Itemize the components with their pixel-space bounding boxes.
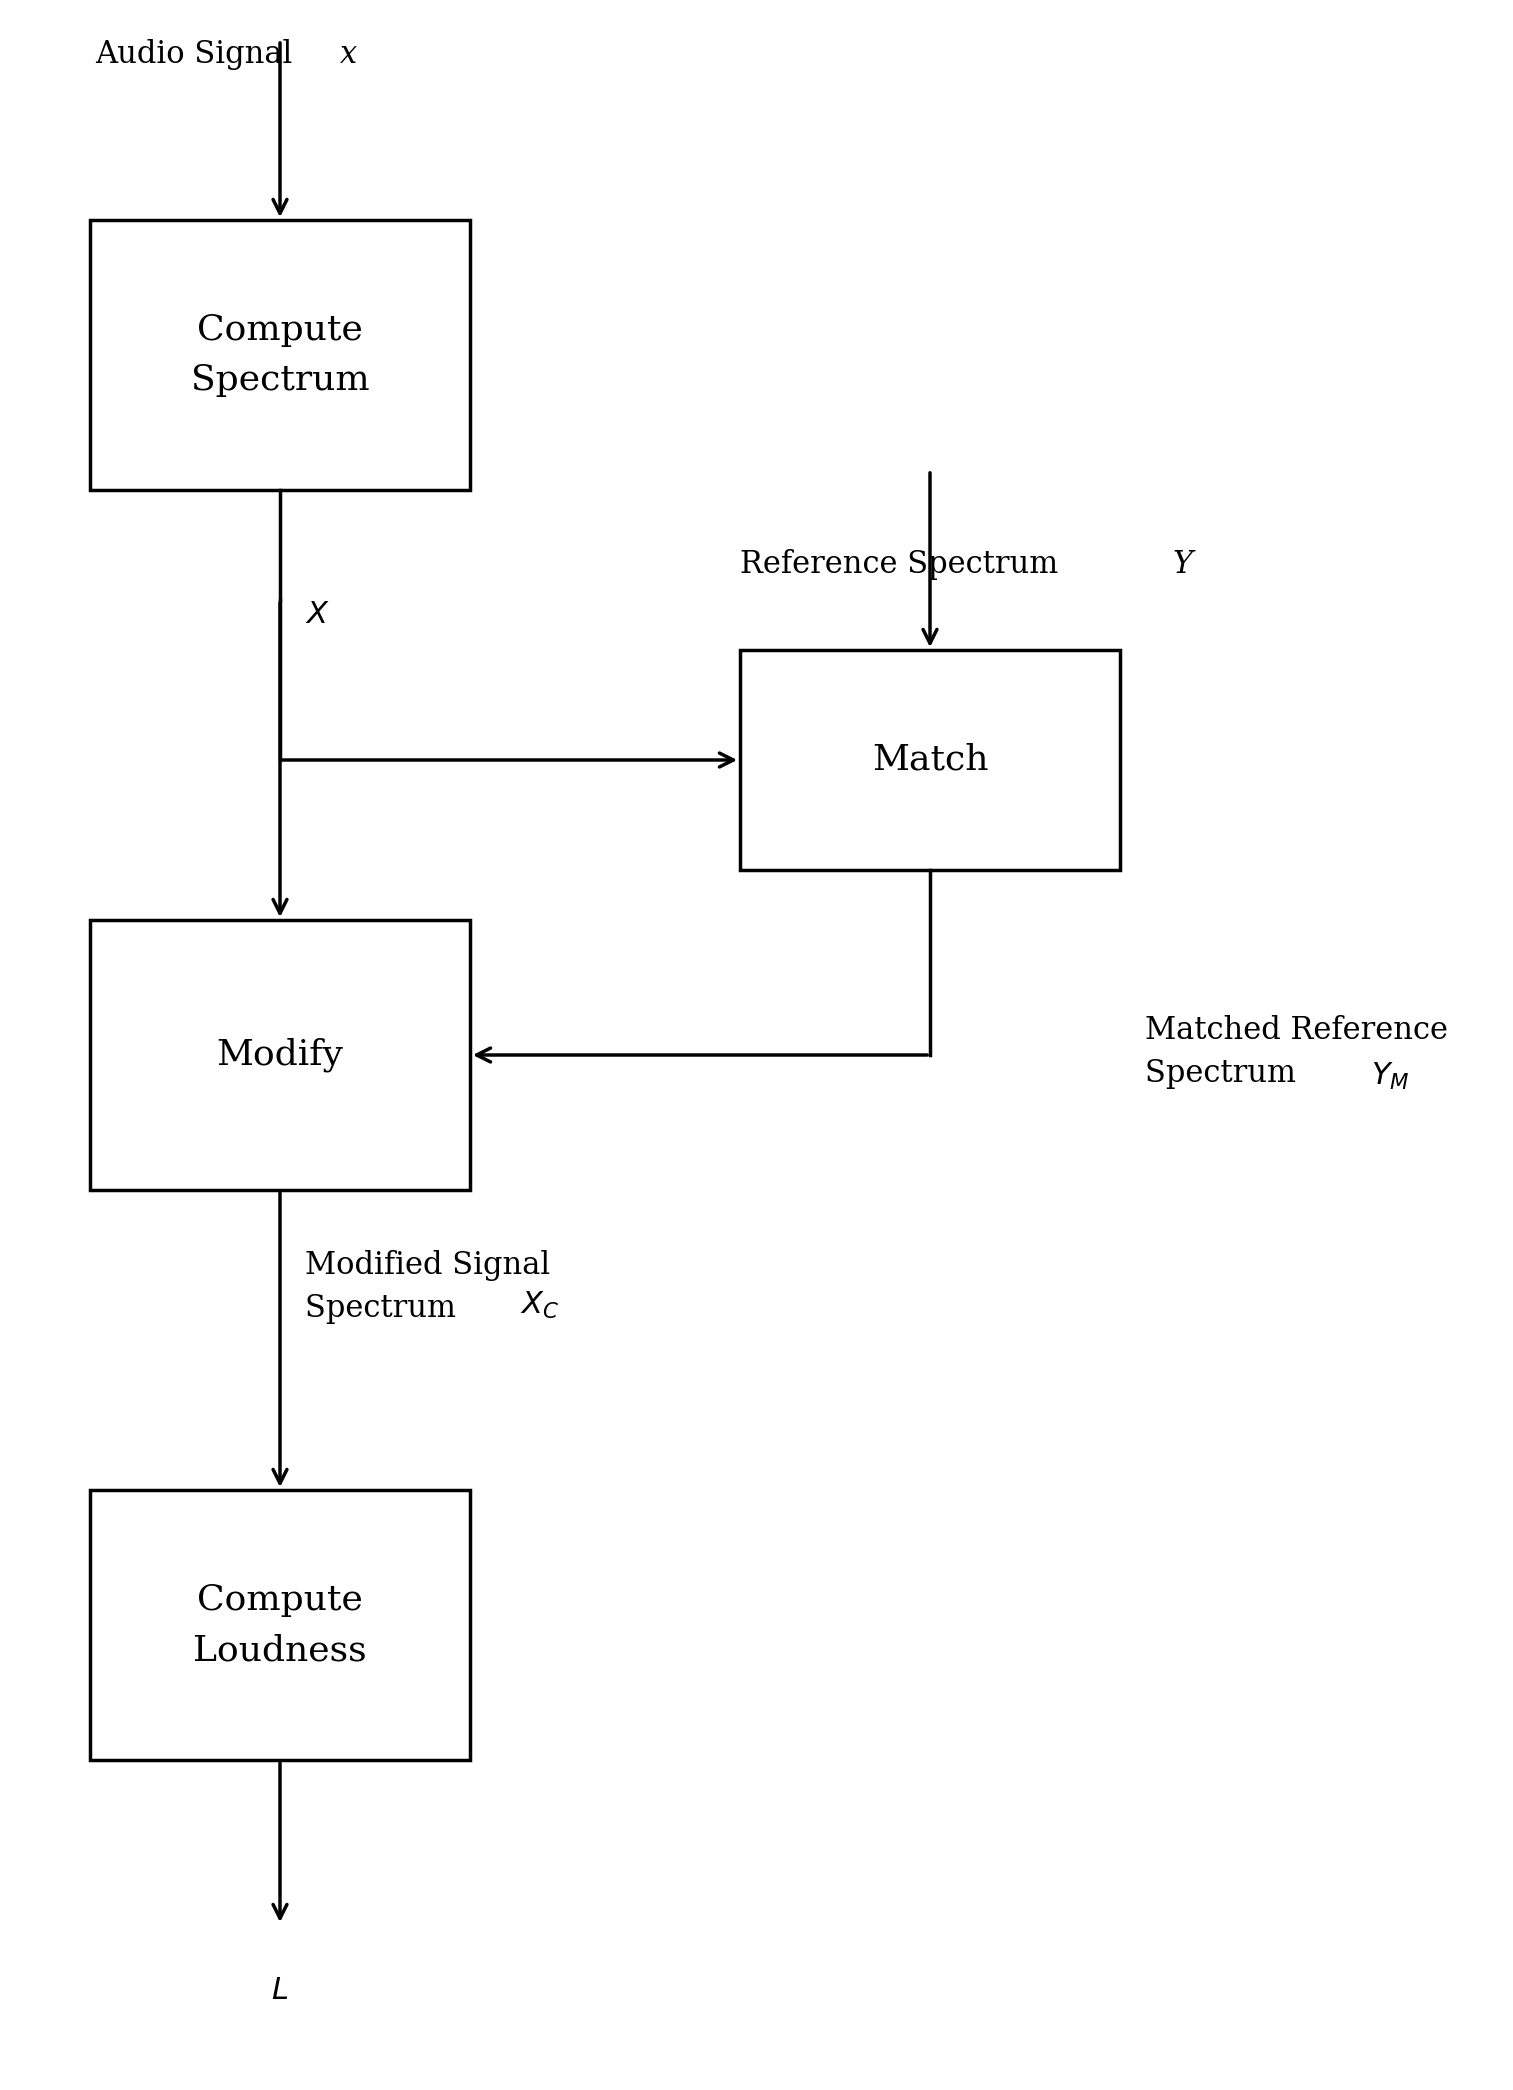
Text: Reference Spectrum: Reference Spectrum xyxy=(740,550,1068,581)
Bar xyxy=(89,1490,471,1760)
Text: Matched Reference
Spectrum: Matched Reference Spectrum xyxy=(1145,1016,1448,1089)
Text: $X$: $X$ xyxy=(306,600,330,629)
Text: $L$: $L$ xyxy=(271,1975,289,2006)
Text: Compute
Spectrum: Compute Spectrum xyxy=(191,314,369,397)
Bar xyxy=(89,219,471,489)
Text: Modified Signal
Spectrum: Modified Signal Spectrum xyxy=(306,1250,551,1323)
Text: Audio Signal: Audio Signal xyxy=(95,40,303,69)
Text: Modify: Modify xyxy=(216,1039,343,1072)
Text: Compute
Loudness: Compute Loudness xyxy=(194,1582,366,1668)
Text: x: x xyxy=(340,40,357,69)
Bar xyxy=(89,920,471,1189)
Text: Y: Y xyxy=(1173,550,1192,581)
Text: $Y_M$: $Y_M$ xyxy=(1371,1062,1410,1093)
Text: Match: Match xyxy=(871,744,988,777)
Bar xyxy=(740,650,1120,869)
Text: $X_C$: $X_C$ xyxy=(520,1290,560,1321)
